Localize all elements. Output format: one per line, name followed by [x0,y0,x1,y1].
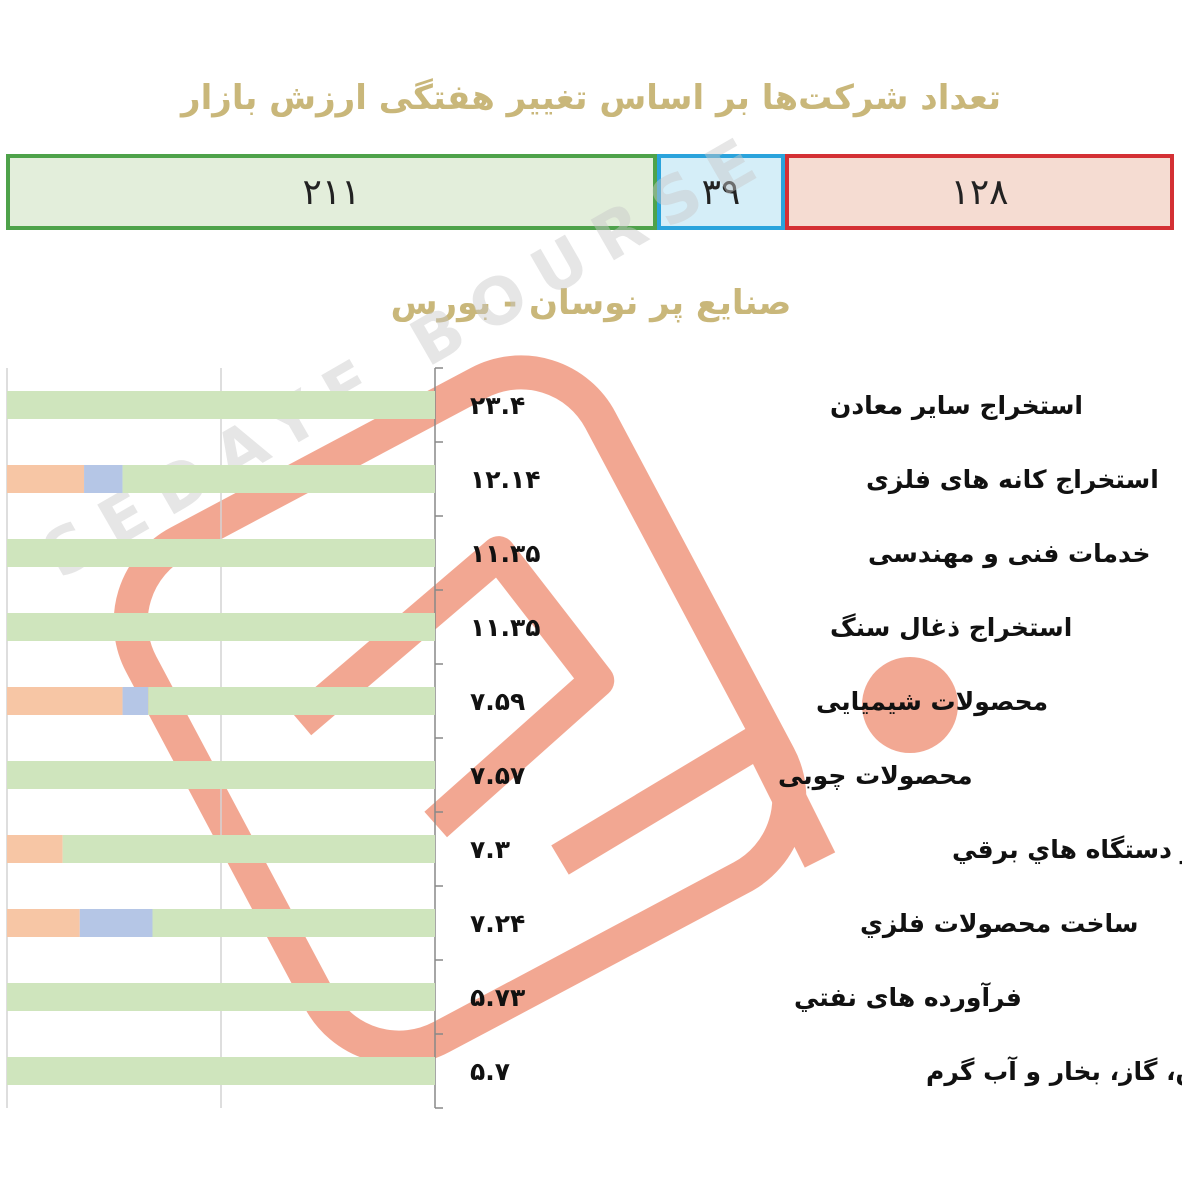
value-label: ۱۲.۱۴ [470,465,541,494]
value-label: ۵.۷ [470,1057,510,1086]
category-label: خدمات فنی و مهندسی [868,539,1150,569]
value-label: ۵.۷۳ [470,983,525,1012]
value-label: ۷.۲۴ [470,909,525,938]
bar-segment [7,835,63,863]
value-label: ۱۱.۳۵ [470,613,541,642]
category-label: ماشین آلات و دستگاه هاي برقي [952,834,1182,865]
bar-segment [122,687,149,715]
bar-segment [79,909,153,937]
category-label: محصولات شیمیایی [816,687,1048,717]
chart-title: تعداد شرکت‌ها بر اساس تغییر هفتگی ارزش ب… [181,78,1001,118]
value-label: ۷.۳ [470,835,510,864]
value-label: ۷.۵۷ [470,761,525,790]
bar-segment [148,687,436,715]
chart-subtitle: صنایع پر نوسان - بورس [390,283,792,323]
bar-segment [7,687,123,715]
value-label: ۱۱.۳۵ [470,539,541,568]
negative-count: ۱۲۸ [950,171,1009,213]
category-label: عرضه برق، گاز، بخار و آب گرم [926,1056,1182,1087]
bar-segment [7,761,435,789]
neutral-count: ۳۹ [701,171,741,213]
value-label: ۲۳.۴ [470,391,525,420]
category-label: محصولات چوبی [778,761,973,791]
bar-segment [62,835,435,863]
bar-segment [7,1057,435,1085]
bar-segment [152,909,435,937]
category-label: استخراج کانه های فلزی [866,465,1159,495]
negative-count-segment: ۱۲۸ [785,154,1174,230]
positive-count: ۲۱۱ [302,171,361,213]
neutral-count-segment: ۳۹ [657,154,785,230]
category-label: فرآورده های نفتي [794,982,1022,1013]
positive-count-segment: ۲۱۱ [6,154,657,230]
category-label: استخراج ساير معادن [830,391,1083,421]
bar-segment [7,539,435,567]
bar-segment [7,613,435,641]
bar-segment [7,465,85,493]
bar-segment [7,909,80,937]
summary-bar: ۲۱۱ ۳۹ ۱۲۸ [6,154,1174,230]
bar-segment [7,391,435,419]
value-label: ۷.۵۹ [470,687,525,716]
bar-segment [84,465,123,493]
category-label: ساخت محصولات فلزي [860,909,1138,939]
bar-segment [122,465,435,493]
bar-segment [7,983,435,1011]
category-label: استخراج ذغال سنگ [830,613,1072,643]
